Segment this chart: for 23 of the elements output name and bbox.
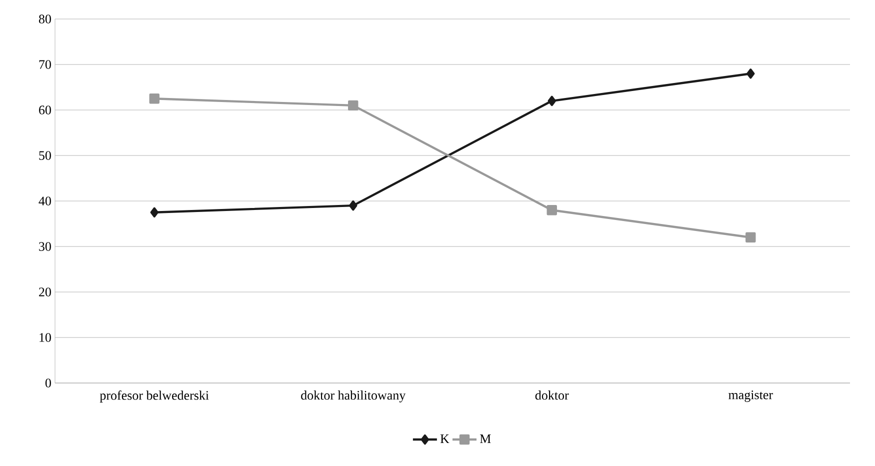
point — [548, 96, 556, 106]
x-tick-label: magister — [728, 390, 773, 402]
y-tick-label: 20 — [39, 288, 51, 296]
x-tick-label: doktor — [535, 390, 569, 400]
y-tick-label: 40 — [38, 196, 51, 206]
y-tick-label: 30 — [39, 242, 51, 251]
point — [546, 205, 557, 216]
legend-label: M — [480, 434, 491, 444]
point — [149, 94, 160, 104]
y-tick-label: 80 — [38, 14, 51, 24]
x-tick-label: doktor habilitowany — [301, 390, 406, 402]
point — [746, 232, 756, 242]
x-tick-label: profesor belwederski — [100, 390, 209, 402]
y-tick-label: 70 — [39, 60, 51, 69]
point — [150, 207, 158, 218]
y-tick-label: 0 — [45, 378, 51, 388]
y-tick-label: 10 — [40, 333, 51, 342]
y-tick-label: 50 — [39, 151, 51, 160]
legend-label: K — [440, 434, 450, 444]
point — [746, 68, 755, 79]
point — [349, 200, 358, 211]
y-tick-label: 60 — [39, 106, 51, 114]
point — [348, 100, 358, 111]
